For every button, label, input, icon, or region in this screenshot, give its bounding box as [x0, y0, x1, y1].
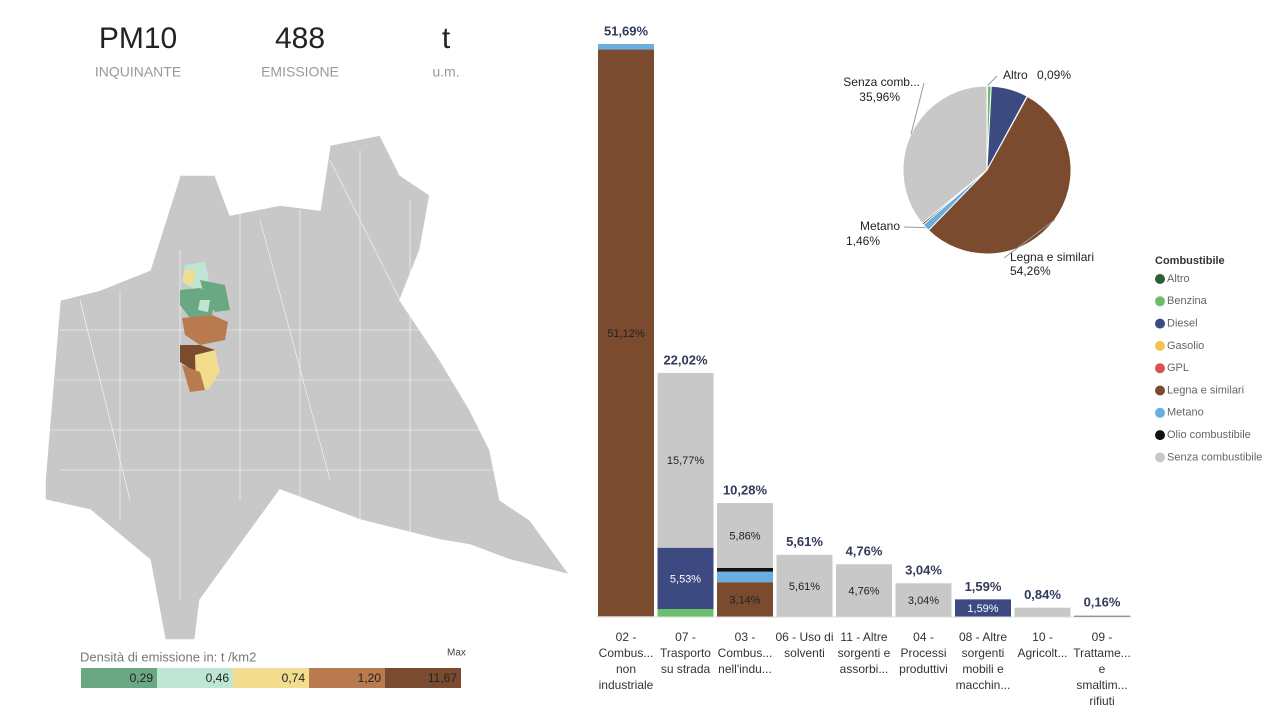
- bar-total-label: 3,04%: [905, 563, 942, 578]
- bar-total-label: 5,61%: [786, 534, 823, 549]
- bar-total-label: 0,84%: [1024, 587, 1061, 602]
- legend-label: GPL: [1167, 362, 1189, 374]
- segment-label: 51,12%: [607, 328, 645, 340]
- bar-total-label: 10,28%: [723, 482, 768, 497]
- bar-segment: [717, 571, 773, 583]
- x-tick-label: 10 - Agricolt...: [1017, 630, 1068, 660]
- x-tick-label: 08 - Altre sorgenti mobili e macchin...: [955, 630, 1011, 692]
- legend-bin-label: 11,67: [428, 671, 457, 685]
- leader-line: [1003, 219, 1055, 259]
- legend-label: Senza combustibile: [1167, 451, 1262, 463]
- bar-segment: [717, 568, 773, 572]
- region-outline: [44, 134, 572, 641]
- bar-segment: [1014, 607, 1071, 617]
- legend-bin: [157, 668, 233, 688]
- bar-segment: [776, 554, 833, 617]
- pie-slice: [927, 95, 1072, 255]
- legend-marker: [1155, 363, 1165, 374]
- legend-bin-label: 1,20: [358, 671, 382, 685]
- kpi-value: 488: [275, 22, 325, 55]
- pie-value-label: 1,46%: [846, 234, 880, 248]
- legend-label: Metano: [1167, 407, 1204, 419]
- legend-label: Olio combustibile: [1167, 429, 1251, 441]
- pie-value-label: 54,26%: [1010, 264, 1051, 278]
- map: [44, 134, 572, 641]
- bar-segment: [657, 372, 714, 548]
- kpi-value: PM10: [99, 22, 177, 55]
- x-tick-label: 07 - Trasporto su strada: [660, 630, 711, 676]
- segment-label: 5,53%: [670, 573, 701, 585]
- legend-label: Altro: [1167, 273, 1190, 285]
- legend-bin-label: 0,29: [130, 671, 154, 685]
- x-tick-label: 06 - Uso di solventi: [775, 630, 834, 660]
- segment-label: 4,76%: [848, 586, 879, 598]
- bar-segment: [598, 44, 654, 50]
- kpi-value: t: [442, 22, 451, 55]
- kpi-label: EMISSIONE: [261, 64, 339, 80]
- legend-label: Diesel: [1167, 318, 1198, 330]
- legend-marker: [1155, 318, 1165, 329]
- legend-bin-label: 0,74: [282, 671, 306, 685]
- pie-label: Metano: [860, 219, 900, 233]
- legend-marker: [1155, 430, 1165, 441]
- bar-segment: [836, 564, 892, 617]
- legend-label: Gasolio: [1167, 340, 1204, 352]
- legend-title: Combustibile: [1155, 255, 1225, 267]
- x-tick-label: 03 - Combus... nell'indu...: [717, 630, 773, 676]
- segment-label: 3,14%: [729, 595, 760, 607]
- bar-total-label: 22,02%: [663, 352, 708, 367]
- legend-bin: [233, 668, 309, 688]
- x-tick-label: 04 - Processi produttivi: [899, 630, 948, 676]
- segment-label: 5,86%: [729, 530, 760, 542]
- bar-segment: [657, 547, 714, 610]
- bar-segment: [895, 583, 952, 617]
- bar-segment: [598, 49, 654, 617]
- legend-marker: [1155, 296, 1165, 307]
- x-tick-label: 11 - Altre sorgenti e assorbi...: [837, 630, 891, 676]
- municipal-borders: [50, 150, 500, 600]
- map-legend-max: Max: [447, 648, 466, 659]
- leader-line: [986, 75, 998, 87]
- map-legend-title: Densità di emissione in: t /km2: [80, 649, 256, 664]
- kpi-label: u.m.: [432, 64, 459, 80]
- legend-marker: [1155, 274, 1165, 284]
- bar-total-label: 4,76%: [846, 544, 883, 559]
- legend-marker: [1155, 385, 1165, 396]
- legend-marker: [1155, 340, 1165, 351]
- segment-label: 3,04%: [908, 595, 939, 607]
- legend-label: Benzina: [1167, 295, 1208, 307]
- legend-bin: [81, 668, 157, 688]
- legend-bin: [309, 668, 385, 688]
- legend-bin-label: 0,46: [206, 671, 230, 685]
- pie-value-label: 35,96%: [859, 90, 900, 104]
- bar-total-label: 0,16%: [1084, 595, 1121, 610]
- segment-label: 15,77%: [667, 455, 705, 467]
- pie-slice: [902, 85, 988, 225]
- segment-label: 1,59%: [967, 603, 998, 615]
- bar-total-label: 1,59%: [965, 579, 1002, 594]
- segment-label: 5,61%: [789, 581, 820, 593]
- bar-segment: [955, 599, 1011, 617]
- x-tick-label: 09 - Trattame... e smaltim... rifiuti: [1073, 630, 1131, 708]
- legend-marker: [1155, 407, 1165, 418]
- pie-value-label: 0,09%: [1037, 68, 1071, 82]
- bar-segment: [657, 609, 714, 617]
- bar-segment: [717, 503, 773, 569]
- pie-label: Senza comb...: [843, 75, 920, 89]
- kpi-label: INQUINANTE: [95, 64, 181, 80]
- bar-total-label: 51,69%: [604, 23, 649, 38]
- leader-line: [910, 82, 925, 135]
- legend-label: Legna e similari: [1167, 384, 1244, 396]
- pie-label: Altro: [1003, 68, 1028, 82]
- leader-line: [903, 226, 926, 229]
- bar-segment: [1074, 615, 1130, 617]
- bar-segment: [717, 582, 773, 617]
- pie-label: Legna e similari: [1010, 250, 1094, 264]
- highlighted-municipalities: [180, 262, 230, 392]
- legend-marker: [1155, 452, 1165, 463]
- x-tick-label: 02 - Combus... non industriale: [598, 630, 654, 692]
- legend-bin: [385, 668, 461, 688]
